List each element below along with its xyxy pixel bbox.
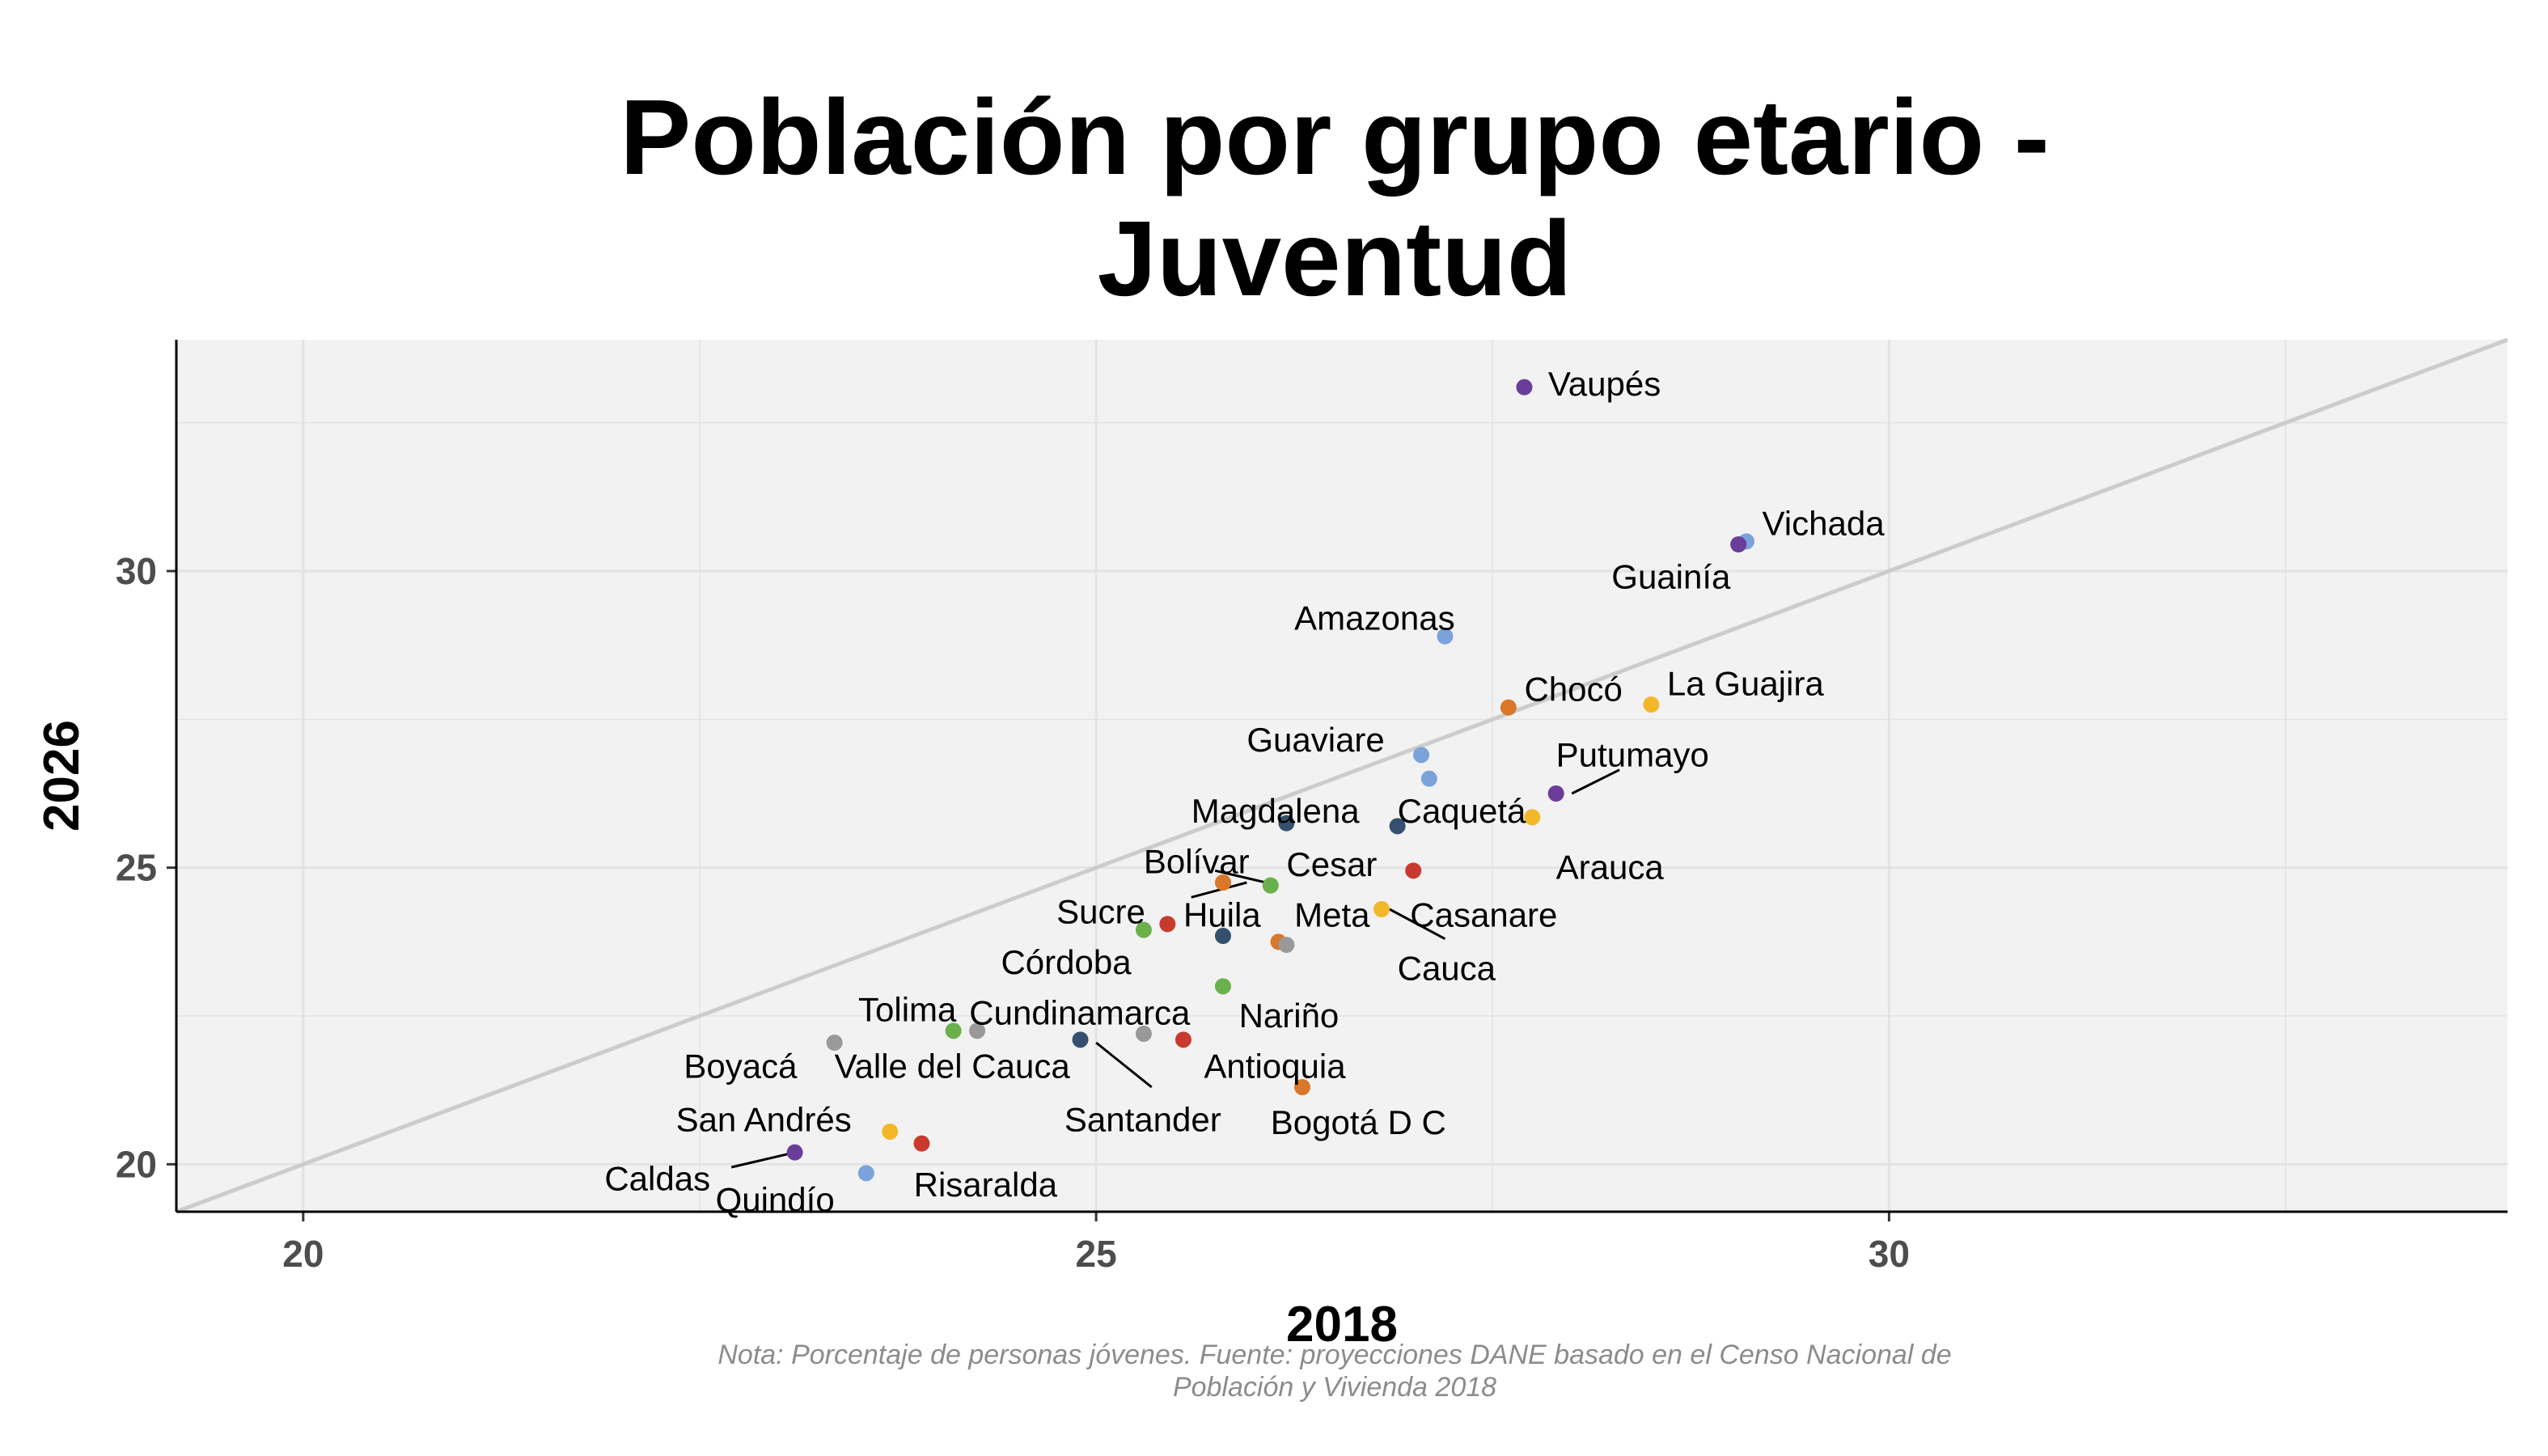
identity-line [176, 337, 2508, 1214]
data-point: Caquetá [1420, 770, 1437, 787]
point-label: Sucre [1056, 893, 1145, 931]
point-label: Amazonas [1294, 599, 1454, 637]
point-label: Caldas [604, 1160, 710, 1198]
point-label: Huila [1183, 895, 1261, 933]
data-point: Casanare [1405, 862, 1422, 879]
data-point: Guaviare [1413, 747, 1430, 764]
point-label: Vaupés [1548, 365, 1661, 403]
data-point: Boyacá [826, 1035, 843, 1051]
point-label: Vichada [1763, 504, 1886, 542]
point-label: Tolima [858, 991, 957, 1029]
data-point: Arauca [1524, 809, 1541, 826]
x-tick-label: 25 [1076, 1233, 1117, 1275]
data-point: Valle del Cauca [1135, 1026, 1152, 1042]
data-point: La Guajira [1643, 696, 1660, 713]
point-label: Casanare [1410, 895, 1557, 933]
chart-title: Población por grupo etario - Juventud [0, 77, 2548, 320]
y-tick-label: 25 [116, 847, 157, 889]
point-label: Arauca [1556, 849, 1665, 887]
x-tick-label: 20 [282, 1233, 324, 1275]
leader-line [1389, 908, 1446, 940]
point-label: Nariño [1239, 997, 1340, 1035]
data-point: Córdoba [1135, 921, 1152, 938]
data-point: San Andrés [882, 1124, 899, 1140]
point-label: Bogotá D C [1271, 1103, 1446, 1141]
point-label: Córdoba [1001, 943, 1132, 981]
point-labels: Vaupés Vichada Guainía Amazonas Chocó La Guaj… [604, 365, 1885, 1218]
x-tick-label: 30 [1869, 1233, 1910, 1275]
point-label: Chocó [1524, 671, 1622, 709]
point-label: Bolívar [1144, 842, 1250, 880]
point-label: Meta [1294, 895, 1370, 933]
data-point: Cesar [1389, 818, 1406, 835]
caption-line-1: Nota: Porcentaje de personas jóvenes. Fu… [717, 1340, 1952, 1370]
data-point: Magdalena [1278, 815, 1295, 832]
point-label: Santander [1064, 1100, 1221, 1138]
x-axis-title: 2018 [1286, 1297, 1398, 1352]
data-point: Tolima [945, 1022, 962, 1039]
point-label: Caquetá [1398, 792, 1526, 830]
point-label: Cundinamarca [969, 993, 1191, 1031]
data-point: Meta [1214, 928, 1231, 944]
data-point: Antioquia [1278, 937, 1295, 953]
reference-line [176, 337, 2508, 1214]
gridlines [176, 340, 2508, 1212]
data-point: Chocó [1500, 699, 1517, 716]
data-point: Putumayo [1547, 785, 1564, 802]
data-point: Guainía [1730, 536, 1747, 552]
y-tick-label: 20 [116, 1143, 157, 1185]
data-point: Cauca [1373, 901, 1390, 917]
point-label: Magdalena [1191, 792, 1360, 830]
data-point: Boyacá-2 [786, 1144, 803, 1161]
point-label: Cesar [1286, 845, 1377, 883]
leader-line [1191, 881, 1247, 899]
point-label: Putumayo [1556, 735, 1709, 773]
point-label: Boyacá [684, 1047, 798, 1085]
data-point: Huila [1159, 916, 1176, 933]
data-point: Bolívar [1262, 877, 1279, 894]
leader-line [1095, 1041, 1153, 1089]
chart-caption: Nota: Porcentaje de personas jóvenes. Fu… [0, 1339, 2548, 1403]
point-label: San Andrés [676, 1100, 852, 1138]
data-point: Quindío-2 [857, 1165, 874, 1182]
y-tick-label: 30 [116, 550, 157, 592]
data-point: Caldas [913, 1135, 930, 1152]
chart-title-line-1: Población por grupo etario - [620, 78, 2050, 197]
data-point: Risaralda [1175, 1031, 1191, 1048]
point-label: Guainía [1611, 557, 1731, 595]
data-point: Sucre [1214, 874, 1231, 891]
point-label: Guaviare [1246, 721, 1384, 759]
leader-line [730, 1151, 795, 1169]
chart-title-line-2: Juventud [1097, 199, 1572, 318]
point-label: Antioquia [1204, 1047, 1346, 1085]
point-label: Valle del Cauca [835, 1047, 1071, 1085]
tick-labels: 20 25 30 20 25 30 [116, 550, 1910, 1275]
data-point: Santander [1072, 1031, 1089, 1048]
point-label: Risaralda [914, 1166, 1058, 1204]
data-point: Cundinamarca [969, 1022, 986, 1039]
axes [167, 340, 2508, 1221]
data-point: Nariño [1214, 978, 1231, 995]
data-point: Amazonas [1437, 628, 1454, 645]
leader-line [1571, 768, 1620, 795]
point-label: La Guajira [1667, 664, 1824, 702]
point-label: Cauca [1398, 949, 1496, 987]
y-axis-title: 2026 [34, 720, 90, 832]
data-point: Vaupés [1516, 379, 1533, 396]
caption-line-2: Población y Vivienda 2018 [1172, 1372, 1497, 1403]
data-point: Quindío [1293, 1079, 1310, 1095]
